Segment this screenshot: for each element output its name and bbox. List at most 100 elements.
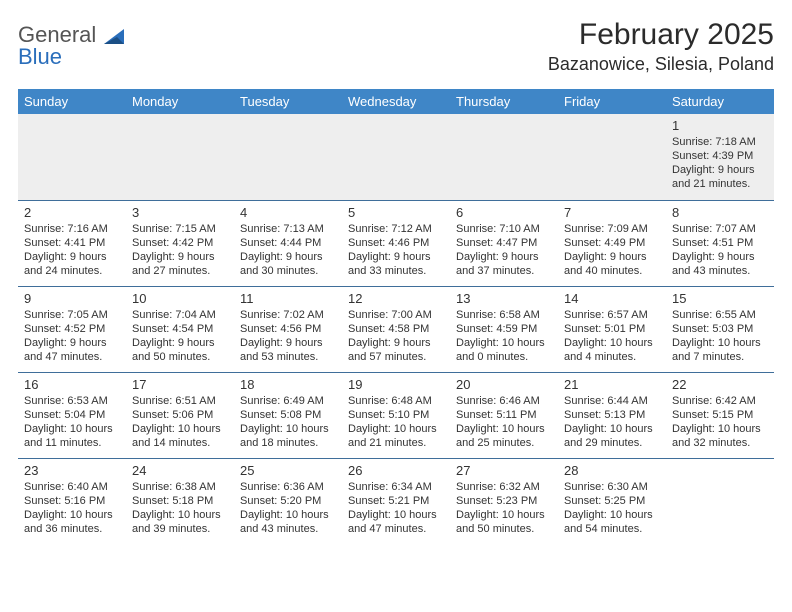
day-header: Monday — [126, 89, 234, 114]
calendar-cell: 1 Sunrise: 7:18 AMSunset: 4:39 PMDaylight… — [666, 114, 774, 200]
calendar-cell: 13Sunrise: 6:58 AMSunset: 4:59 PMDayligh… — [450, 286, 558, 372]
day-number: 9 — [24, 291, 120, 306]
day-info: Sunrise: 7:07 AMSunset: 4:51 PMDaylight:… — [672, 222, 768, 278]
logo: General Blue — [18, 24, 126, 68]
day-number: 21 — [564, 377, 660, 392]
location: Bazanowice, Silesia, Poland — [548, 54, 774, 75]
calendar-cell: 3 Sunrise: 7:15 AMSunset: 4:42 PMDaylight… — [126, 200, 234, 286]
day-number: 11 — [240, 291, 336, 306]
title-block: February 2025 Bazanowice, Silesia, Polan… — [548, 18, 774, 75]
calendar-week: 23 Sunrise: 6:40 AMSunset: 5:16 PMDayligh… — [18, 458, 774, 544]
month-title: February 2025 — [548, 18, 774, 52]
day-number: 26 — [348, 463, 444, 478]
day-info: Sunrise: 7:16 AMSunset: 4:41 PMDaylight:… — [24, 222, 120, 278]
calendar-cell: 27 Sunrise: 6:32 AMSunset: 5:23 PMDayligh… — [450, 458, 558, 544]
calendar-cell: 25 Sunrise: 6:36 AMSunset: 5:20 PMDayligh… — [234, 458, 342, 544]
day-number: 7 — [564, 205, 660, 220]
calendar-cell: 10 Sunrise: 7:04 AMSunset: 4:54 PMDayligh… — [126, 286, 234, 372]
calendar-cell: 22 Sunrise: 6:42 AMSunset: 5:15 PMDayligh… — [666, 372, 774, 458]
logo-word-2: Blue — [18, 44, 62, 69]
calendar-week: 2 Sunrise: 7:16 AMSunset: 4:41 PMDaylight… — [18, 200, 774, 286]
day-number: 28 — [564, 463, 660, 478]
day-header: Tuesday — [234, 89, 342, 114]
day-number: 19 — [348, 377, 444, 392]
day-info: Sunrise: 6:46 AMSunset: 5:11 PMDaylight:… — [456, 394, 552, 450]
day-info: Sunrise: 7:00 AMSunset: 4:58 PMDaylight:… — [348, 308, 444, 364]
calendar-cell: 15 Sunrise: 6:55 AMSunset: 5:03 PMDayligh… — [666, 286, 774, 372]
calendar-cell: 9 Sunrise: 7:05 AMSunset: 4:52 PMDaylight… — [18, 286, 126, 372]
calendar-cell: 21 Sunrise: 6:44 AMSunset: 5:13 PMDayligh… — [558, 372, 666, 458]
day-number: 4 — [240, 205, 336, 220]
day-info: Sunrise: 6:38 AMSunset: 5:18 PMDaylight:… — [132, 480, 228, 536]
day-number: 16 — [24, 377, 120, 392]
day-number: 2 — [24, 205, 120, 220]
calendar-cell: 14Sunrise: 6:57 AMSunset: 5:01 PMDayligh… — [558, 286, 666, 372]
sail-icon — [104, 27, 126, 45]
day-header: Saturday — [666, 89, 774, 114]
day-number: 24 — [132, 463, 228, 478]
day-number: 22 — [672, 377, 768, 392]
day-info: Sunrise: 7:18 AMSunset: 4:39 PMDaylight:… — [672, 135, 768, 191]
day-number: 20 — [456, 377, 552, 392]
day-number: 6 — [456, 205, 552, 220]
day-info: Sunrise: 6:55 AMSunset: 5:03 PMDaylight:… — [672, 308, 768, 364]
day-info: Sunrise: 7:04 AMSunset: 4:54 PMDaylight:… — [132, 308, 228, 364]
day-info: Sunrise: 6:36 AMSunset: 5:20 PMDaylight:… — [240, 480, 336, 536]
calendar-cell — [18, 114, 126, 200]
logo-text: General Blue — [18, 24, 126, 68]
day-info: Sunrise: 7:05 AMSunset: 4:52 PMDaylight:… — [24, 308, 120, 364]
day-header: Thursday — [450, 89, 558, 114]
day-info: Sunrise: 6:53 AMSunset: 5:04 PMDaylight:… — [24, 394, 120, 450]
day-number: 1 — [672, 118, 768, 133]
calendar-cell: 20 Sunrise: 6:46 AMSunset: 5:11 PMDayligh… — [450, 372, 558, 458]
day-number: 23 — [24, 463, 120, 478]
calendar-cell — [342, 114, 450, 200]
calendar-cell: 18Sunrise: 6:49 AMSunset: 5:08 PMDayligh… — [234, 372, 342, 458]
day-info: Sunrise: 6:58 AMSunset: 4:59 PMDaylight:… — [456, 308, 552, 364]
day-info: Sunrise: 6:51 AMSunset: 5:06 PMDaylight:… — [132, 394, 228, 450]
day-info: Sunrise: 6:48 AMSunset: 5:10 PMDaylight:… — [348, 394, 444, 450]
calendar-week: 9 Sunrise: 7:05 AMSunset: 4:52 PMDaylight… — [18, 286, 774, 372]
calendar-head: SundayMondayTuesdayWednesdayThursdayFrid… — [18, 89, 774, 114]
day-number: 18 — [240, 377, 336, 392]
calendar-cell: 6 Sunrise: 7:10 AMSunset: 4:47 PMDaylight… — [450, 200, 558, 286]
calendar-cell — [450, 114, 558, 200]
day-header: Wednesday — [342, 89, 450, 114]
calendar-cell: 8Sunrise: 7:07 AMSunset: 4:51 PMDaylight… — [666, 200, 774, 286]
day-header: Sunday — [18, 89, 126, 114]
day-info: Sunrise: 6:32 AMSunset: 5:23 PMDaylight:… — [456, 480, 552, 536]
calendar-cell: 11 Sunrise: 7:02 AMSunset: 4:56 PMDayligh… — [234, 286, 342, 372]
calendar-cell — [558, 114, 666, 200]
page-header: General Blue February 2025 Bazanowice, S… — [18, 18, 774, 75]
calendar-cell: 23 Sunrise: 6:40 AMSunset: 5:16 PMDayligh… — [18, 458, 126, 544]
calendar-cell: 12 Sunrise: 7:00 AMSunset: 4:58 PMDayligh… — [342, 286, 450, 372]
day-info: Sunrise: 7:12 AMSunset: 4:46 PMDaylight:… — [348, 222, 444, 278]
day-info: Sunrise: 7:15 AMSunset: 4:42 PMDaylight:… — [132, 222, 228, 278]
day-number: 25 — [240, 463, 336, 478]
day-number: 12 — [348, 291, 444, 306]
day-number: 5 — [348, 205, 444, 220]
day-number: 3 — [132, 205, 228, 220]
day-number: 15 — [672, 291, 768, 306]
day-info: Sunrise: 7:09 AMSunset: 4:49 PMDaylight:… — [564, 222, 660, 278]
calendar-cell: 26 Sunrise: 6:34 AMSunset: 5:21 PMDayligh… — [342, 458, 450, 544]
day-info: Sunrise: 6:40 AMSunset: 5:16 PMDaylight:… — [24, 480, 120, 536]
calendar-week: 16 Sunrise: 6:53 AMSunset: 5:04 PMDayligh… — [18, 372, 774, 458]
calendar-cell: 7 Sunrise: 7:09 AMSunset: 4:49 PMDaylight… — [558, 200, 666, 286]
day-info: Sunrise: 7:10 AMSunset: 4:47 PMDaylight:… — [456, 222, 552, 278]
calendar-cell: 19 Sunrise: 6:48 AMSunset: 5:10 PMDayligh… — [342, 372, 450, 458]
day-info: Sunrise: 6:44 AMSunset: 5:13 PMDaylight:… — [564, 394, 660, 450]
day-info: Sunrise: 6:42 AMSunset: 5:15 PMDaylight:… — [672, 394, 768, 450]
day-info: Sunrise: 7:02 AMSunset: 4:56 PMDaylight:… — [240, 308, 336, 364]
calendar-cell — [234, 114, 342, 200]
day-info: Sunrise: 6:30 AMSunset: 5:25 PMDaylight:… — [564, 480, 660, 536]
day-header: Friday — [558, 89, 666, 114]
calendar-cell: 28 Sunrise: 6:30 AMSunset: 5:25 PMDayligh… — [558, 458, 666, 544]
day-number: 27 — [456, 463, 552, 478]
day-number: 10 — [132, 291, 228, 306]
calendar-cell: 16 Sunrise: 6:53 AMSunset: 5:04 PMDayligh… — [18, 372, 126, 458]
day-info: Sunrise: 6:34 AMSunset: 5:21 PMDaylight:… — [348, 480, 444, 536]
calendar-table: SundayMondayTuesdayWednesdayThursdayFrid… — [18, 89, 774, 544]
calendar-cell: 4Sunrise: 7:13 AMSunset: 4:44 PMDaylight… — [234, 200, 342, 286]
calendar-cell: 5 Sunrise: 7:12 AMSunset: 4:46 PMDaylight… — [342, 200, 450, 286]
